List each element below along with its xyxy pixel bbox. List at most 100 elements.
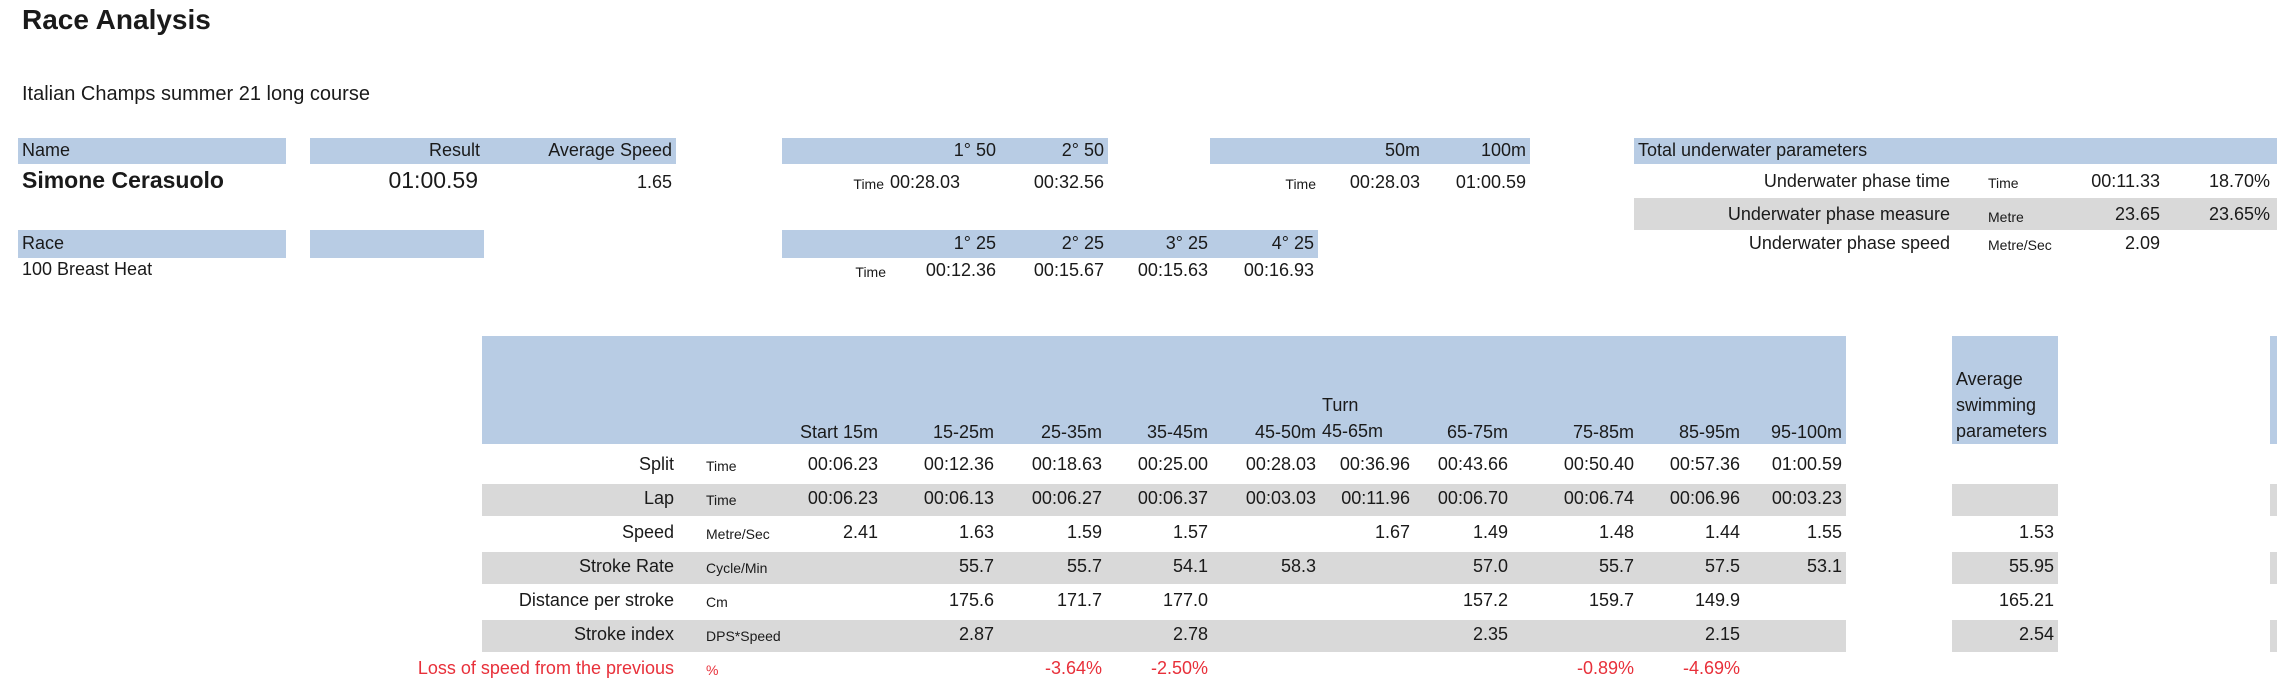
avg-row-band: [1952, 620, 2058, 652]
avg-column-header: Average swimming parameters: [1956, 369, 2048, 441]
split50-header-1: 1° 50: [953, 140, 996, 160]
column-header: Turn 45-65m: [1322, 395, 1384, 441]
table-cell: 00:50.40: [1563, 454, 1634, 474]
table-cell: 00:06.74: [1563, 488, 1634, 508]
row-label: Distance per stroke: [518, 590, 674, 610]
avg-header-band: [1952, 336, 2058, 444]
split25-value-2: 00:15.67: [1033, 260, 1104, 280]
table-cell: 1.67: [1374, 522, 1410, 542]
split25-header-3: 3° 25: [1165, 233, 1208, 253]
table-cell: 00:06.70: [1437, 488, 1508, 508]
cum50-value-2: 01:00.59: [1455, 172, 1526, 192]
underwater-speed-value: 2.09: [2124, 233, 2160, 253]
table-cell: 58.3: [1280, 556, 1316, 576]
split25-header-4: 4° 25: [1271, 233, 1314, 253]
swimmer-name: Simone Cerasuolo: [22, 167, 224, 193]
table-cell: 00:03.23: [1771, 488, 1842, 508]
table-cell: 159.7: [1588, 590, 1634, 610]
column-header: 65-75m: [1446, 422, 1508, 442]
table-cell: 54.1: [1172, 556, 1208, 576]
edge-header-band: [2270, 336, 2277, 444]
table-cell: 55.7: [958, 556, 994, 576]
table-cell: 00:18.63: [1031, 454, 1102, 474]
avg-cell: 55.95: [2008, 556, 2054, 576]
edge-row-band: [2270, 620, 2277, 652]
table-cell: 149.9: [1694, 590, 1740, 610]
row-band: [482, 552, 1846, 584]
table-cell: 177.0: [1162, 590, 1208, 610]
name-header-band: [18, 138, 286, 164]
row-label: Loss of speed from the previous: [417, 658, 674, 678]
table-cell: 00:57.36: [1669, 454, 1740, 474]
table-cell: 57.0: [1472, 556, 1508, 576]
avg-row-band: [1952, 552, 2058, 584]
table-cell: 00:06.37: [1137, 488, 1208, 508]
name-header: Name: [22, 140, 71, 160]
row-label: Stroke Rate: [578, 556, 674, 576]
table-cell: 00:11.96: [1341, 488, 1410, 508]
table-cell: 2.41: [842, 522, 878, 542]
underwater-time-label: Underwater phase time: [1763, 171, 1950, 191]
split25-header-band: [782, 230, 1318, 258]
column-header: Start 15m: [799, 422, 878, 442]
split50-value-2: 00:32.56: [1033, 172, 1104, 192]
table-cell: -4.69%: [1682, 658, 1740, 678]
page-title: Race Analysis: [22, 4, 211, 35]
split50-header-band: [782, 138, 1108, 164]
table-cell: -0.89%: [1576, 658, 1634, 678]
underwater-measure-label: Underwater phase measure: [1727, 204, 1950, 224]
table-cell: 00:06.23: [807, 454, 878, 474]
result-header-band: [310, 138, 676, 164]
cum50-header-1: 50m: [1384, 140, 1420, 160]
split50-header-2: 2° 50: [1061, 140, 1104, 160]
edge-row-band: [2270, 484, 2277, 516]
table-cell: 00:06.27: [1031, 488, 1102, 508]
split25-value-4: 00:16.93: [1243, 260, 1314, 280]
split25-header-1: 1° 25: [953, 233, 996, 253]
underwater-time-pct: 18.70%: [2208, 171, 2270, 191]
cum50-unit: Time: [1285, 176, 1316, 192]
table-cell: 57.5: [1704, 556, 1740, 576]
race-extra-band: [310, 230, 484, 258]
underwater-header-band: [1634, 138, 2277, 164]
column-header: 95-100m: [1770, 422, 1842, 442]
table-cell: 00:36.96: [1339, 454, 1410, 474]
underwater-measure-pct: 23.65%: [2208, 204, 2270, 224]
table-cell: 1.63: [958, 522, 994, 542]
cum50-header-2: 100m: [1480, 140, 1526, 160]
table-cell: 00:06.13: [923, 488, 994, 508]
table-cell: 00:25.00: [1137, 454, 1208, 474]
table-cell: 1.49: [1472, 522, 1508, 542]
underwater-header: Total underwater parameters: [1638, 140, 1868, 160]
row-band: [482, 484, 1846, 516]
row-unit: Time: [706, 492, 737, 508]
row-band: [482, 620, 1846, 652]
avg-row-band: [1952, 484, 2058, 516]
row-unit: Cm: [706, 594, 728, 610]
underwater-measure-value: 23.65: [2114, 204, 2160, 224]
table-cell: 175.6: [948, 590, 994, 610]
column-header: 35-45m: [1146, 422, 1208, 442]
table-cell: 00:03.03: [1245, 488, 1316, 508]
result-header: Result: [428, 140, 480, 160]
row-unit: %: [706, 662, 719, 678]
column-header: 25-35m: [1040, 422, 1102, 442]
row-label: Lap: [643, 488, 674, 508]
table-cell: 1.55: [1806, 522, 1842, 542]
event-subtitle: Italian Champs summer 21 long course: [22, 83, 370, 105]
row-label: Speed: [621, 522, 674, 542]
split25-value-1: 00:12.36: [925, 260, 996, 280]
avg-cell: 165.21: [1998, 590, 2054, 610]
avg-speed-header: Average Speed: [548, 140, 672, 160]
table-cell: 00:12.36: [923, 454, 994, 474]
table-cell: 00:06.23: [807, 488, 878, 508]
split25-value-3: 00:15.63: [1137, 260, 1208, 280]
table-cell: 01:00.59: [1771, 454, 1842, 474]
split25-unit: Time: [855, 264, 886, 280]
table-cell: 1.57: [1172, 522, 1208, 542]
table-cell: 1.44: [1704, 522, 1740, 542]
table-cell: 1.59: [1066, 522, 1102, 542]
cum50-header-band: [1210, 138, 1530, 164]
column-header: 15-25m: [932, 422, 994, 442]
avg-cell: 2.54: [2018, 624, 2054, 644]
